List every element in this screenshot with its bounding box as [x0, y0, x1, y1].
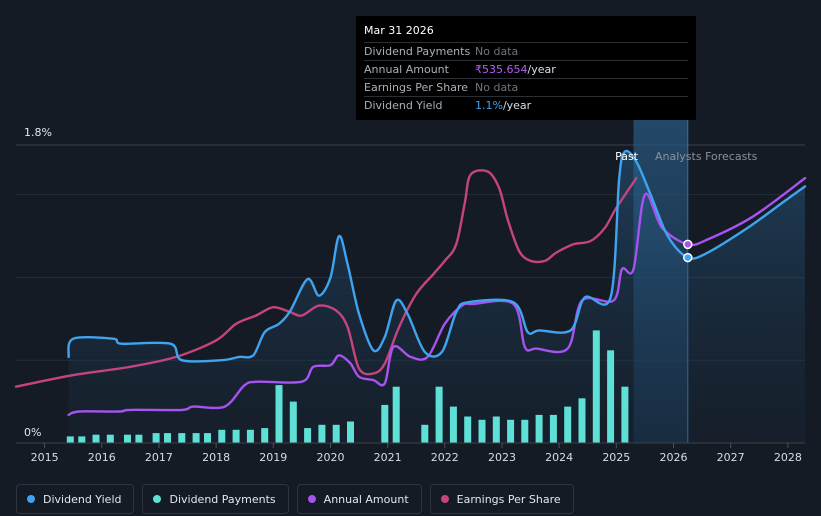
hover-markers [683, 239, 693, 263]
legend-earnings-per-share[interactable]: Earnings Per Share [429, 484, 574, 514]
dividend-payment-bar [521, 419, 529, 443]
dividend-payment-bar [78, 436, 86, 443]
dividend-payment-bar [66, 436, 74, 443]
x-axis-tick-label: 2021 [374, 451, 402, 464]
tooltip-value: 1.1% [475, 99, 503, 112]
tooltip-value: No data [475, 81, 519, 94]
chart-legend: Dividend Yield Dividend Payments Annual … [16, 484, 574, 514]
dividend-payment-bar [289, 401, 297, 443]
dividend-payment-bar [178, 433, 186, 443]
x-axis-tick-label: 2025 [602, 451, 630, 464]
dividend-payment-bar [106, 434, 114, 443]
axes: 2015 2016 2017 2018 2019 2020 2021 2022 2023 2024… [16, 442, 805, 464]
dividend-payment-bar [478, 419, 486, 443]
x-axis-tick-label: 2023 [488, 451, 516, 464]
legend-dot-icon [440, 495, 449, 503]
x-axis-tick-label: 2019 [259, 451, 287, 464]
tooltip-label: Dividend Yield [364, 99, 443, 112]
x-axis-tick-label: 2015 [31, 451, 59, 464]
dividend-payment-bar [381, 404, 389, 443]
x-axis-tick-label: 2016 [88, 451, 116, 464]
legend-label: Earnings Per Share [456, 492, 561, 506]
dividend-payment-bar [564, 406, 572, 443]
dividend-payment-bar [607, 350, 615, 443]
legend-dot-icon [27, 495, 35, 503]
legend-label: Dividend Payments [169, 492, 276, 506]
dividend-payment-bar [392, 386, 400, 443]
dividend-payment-bar [204, 433, 211, 443]
dividend-payment-bar [435, 386, 443, 443]
x-axis-tick-label: 2028 [774, 451, 802, 464]
dividend-payment-bar [152, 433, 160, 443]
tooltip-value: No data [475, 45, 519, 58]
dividend-payment-bar [332, 424, 340, 443]
dividend-payment-bar [124, 434, 131, 443]
dividend-payment-bar [275, 385, 283, 443]
dividend-payment-bar [164, 433, 171, 443]
x-axis-tick-label: 2022 [431, 451, 459, 464]
y-axis-top-label: 1.8% [24, 126, 52, 139]
payment-bars [66, 330, 629, 443]
dividend-payment-bar [135, 434, 143, 443]
dividend-payment-bar [507, 419, 515, 443]
legend-dot-icon [153, 495, 162, 503]
tooltip-date: Mar 31 2026 [364, 24, 434, 37]
legend-label: Dividend Yield [43, 492, 122, 506]
dividend-payment-bar [578, 398, 586, 443]
dividend-payment-bar [549, 414, 557, 443]
earnings-per-share-line [14, 169, 638, 388]
dividend-payment-bar [464, 416, 472, 443]
x-axis-tick-label: 2024 [545, 451, 573, 464]
y-axis-bottom-label: 0% [24, 426, 41, 439]
dividend-payment-bar [232, 429, 240, 443]
dividend-payment-bar [92, 434, 100, 443]
dividend-payment-bar [449, 406, 457, 443]
dividend-payment-bar [535, 414, 543, 443]
dividend-payment-bar [421, 424, 429, 443]
legend-label: Annual Amount [323, 492, 409, 506]
dividend-yield-line [67, 149, 807, 363]
dividend-payment-bar [318, 424, 326, 443]
past-label: Past [615, 150, 639, 163]
tooltip-label: Dividend Payments [364, 45, 471, 58]
tooltip-unit: /year [502, 99, 532, 112]
chart-svg: 2015 2016 2017 2018 2019 2020 2021 2022 2023 2024… [14, 120, 807, 464]
x-axis-tick-label: 2027 [717, 451, 745, 464]
annual-amount-line [67, 176, 807, 417]
series-lines [14, 149, 807, 417]
x-axis-tick-label: 2017 [145, 451, 173, 464]
hover-tooltip: Mar 31 2026 Dividend Payments No data An… [356, 16, 696, 120]
dividend-payment-bar [304, 428, 312, 443]
tooltip-row-annual-amount: Annual Amount ₹535.654/year [364, 60, 688, 78]
dividend-payment-bar [246, 429, 254, 443]
tooltip-label: Earnings Per Share [364, 81, 469, 94]
dividend-payment-bar [218, 429, 226, 443]
annual-amount-marker [683, 239, 693, 250]
legend-dividend-yield[interactable]: Dividend Yield [16, 484, 135, 514]
dividend-payment-bar [347, 421, 354, 443]
tooltip-row-dividend-payments: Dividend Payments No data [364, 42, 688, 60]
tooltip-unit: /year [527, 63, 556, 76]
legend-dot-icon [307, 495, 316, 503]
dividend-payment-bar [192, 433, 200, 443]
dividend-payment-bar [592, 330, 600, 443]
yield-area [68, 150, 806, 444]
legend-annual-amount[interactable]: Annual Amount [296, 484, 422, 514]
dividend-yield-marker [683, 252, 693, 263]
dividend-yield-area [68, 150, 806, 444]
tooltip-row-dividend-yield: Dividend Yield 1.1%/year [364, 96, 688, 114]
dividend-payment-bar [261, 428, 269, 443]
x-axis-tick-label: 2020 [316, 451, 344, 464]
dividend-payment-bar [621, 386, 629, 443]
legend-dividend-payments[interactable]: Dividend Payments [142, 484, 289, 514]
dividend-chart: 2015 2016 2017 2018 2019 2020 2021 2022 2023 2024… [14, 120, 807, 464]
x-axis-tick-label: 2026 [660, 451, 688, 464]
x-axis-tick-label: 2018 [202, 451, 230, 464]
tooltip-row-earnings-per-share: Earnings Per Share No data [364, 78, 688, 96]
tooltip-value: ₹535.654 [475, 63, 528, 76]
tooltip-label: Annual Amount [364, 63, 449, 76]
dividend-payment-bar [492, 416, 500, 443]
forecast-label: Analysts Forecasts [655, 150, 758, 163]
